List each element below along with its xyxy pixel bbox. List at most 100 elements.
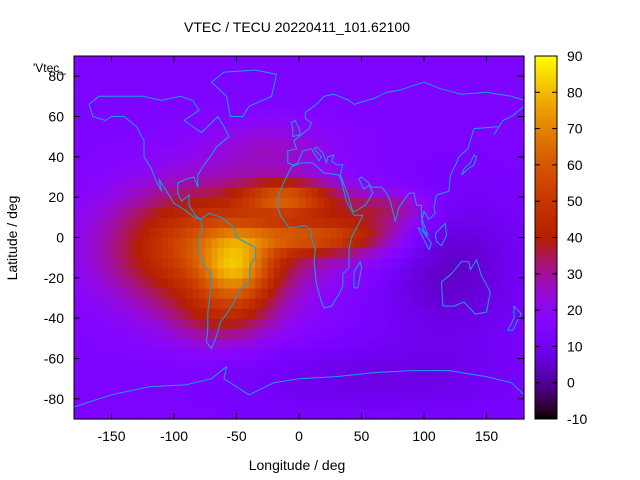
heatmap-cell <box>86 257 94 269</box>
heatmap-cell <box>367 207 375 218</box>
heatmap-cell <box>474 76 481 87</box>
heatmap-cell <box>517 136 525 148</box>
heatmap-cell <box>80 408 88 420</box>
heatmap-cell <box>499 156 506 168</box>
heatmap-cell <box>392 227 400 239</box>
heatmap-cell <box>186 348 194 360</box>
heatmap-cell <box>136 277 144 289</box>
heatmap-cell <box>442 277 450 289</box>
heatmap-cell <box>280 257 288 269</box>
heatmap-cell <box>286 217 294 229</box>
heatmap-cell <box>149 136 156 148</box>
heatmap-cell <box>411 368 419 380</box>
heatmap-cell <box>274 408 281 420</box>
heatmap-cell <box>149 348 156 360</box>
heatmap-cell <box>92 358 100 370</box>
heatmap-cell <box>386 408 394 420</box>
heatmap-cell <box>92 408 100 420</box>
heatmap-cell <box>86 348 94 360</box>
heatmap-cell <box>505 308 513 319</box>
heatmap-cell <box>399 257 406 269</box>
heatmap-cell <box>367 267 375 279</box>
x-tick-label: -50 <box>226 428 246 444</box>
heatmap-cell <box>430 116 438 128</box>
heatmap-cell <box>111 328 119 339</box>
heatmap-cell <box>305 96 313 108</box>
heatmap-cell <box>199 398 206 410</box>
heatmap-cell <box>480 156 488 168</box>
heatmap-cell <box>180 116 188 128</box>
heatmap-cell <box>342 338 350 350</box>
heatmap-cell <box>399 96 406 108</box>
heatmap-cell <box>124 267 131 279</box>
heatmap-cell <box>311 408 319 420</box>
heatmap-cell <box>311 257 319 269</box>
heatmap-cell <box>86 136 94 148</box>
heatmap-cell <box>280 348 288 360</box>
heatmap-cell <box>255 298 263 309</box>
heatmap-cell <box>186 76 194 87</box>
heatmap-cell <box>342 287 350 299</box>
heatmap-cell <box>167 267 175 279</box>
heatmap-cell <box>180 166 188 178</box>
heatmap-cell <box>292 348 300 360</box>
heatmap-cell <box>142 247 150 259</box>
heatmap-cell <box>449 136 456 148</box>
heatmap-cell <box>130 277 138 289</box>
heatmap-cell <box>374 328 381 339</box>
heatmap-cell <box>305 86 313 97</box>
heatmap-cell <box>230 76 238 87</box>
heatmap-cell <box>330 96 338 108</box>
heatmap-cell <box>242 398 250 410</box>
colorbar-tick-label: 50 <box>567 193 583 209</box>
heatmap-cell <box>499 328 506 339</box>
heatmap-cell <box>317 298 325 309</box>
heatmap-cell <box>74 126 81 138</box>
heatmap-cell <box>192 136 200 148</box>
heatmap-cell <box>130 126 138 138</box>
heatmap-cell <box>280 217 288 229</box>
heatmap-cell <box>424 207 431 218</box>
heatmap-cell <box>417 378 425 390</box>
heatmap-cell <box>461 318 469 329</box>
heatmap-cell <box>136 358 144 370</box>
heatmap-cell <box>305 237 313 249</box>
heatmap-cell <box>217 146 225 158</box>
heatmap-cell <box>161 408 169 420</box>
heatmap-cell <box>86 106 94 118</box>
heatmap-cell <box>374 146 381 158</box>
heatmap-cell <box>492 348 500 360</box>
heatmap-cell <box>105 267 113 279</box>
heatmap-cell <box>474 338 481 350</box>
heatmap-cell <box>436 56 444 67</box>
heatmap-cell <box>92 146 100 158</box>
heatmap-cell <box>255 106 263 118</box>
heatmap-cell <box>111 318 119 329</box>
heatmap-cell <box>461 146 469 158</box>
heatmap-cell <box>274 308 281 319</box>
heatmap-cell <box>117 197 125 208</box>
heatmap-cell <box>261 308 269 319</box>
heatmap-cell <box>280 86 288 97</box>
heatmap-cell <box>124 56 131 67</box>
heatmap-cell <box>336 257 344 269</box>
heatmap-cell <box>336 348 344 360</box>
heatmap-cell <box>436 277 444 289</box>
heatmap-cell <box>405 388 413 400</box>
heatmap-cell <box>461 277 469 289</box>
heatmap-cell <box>399 66 406 77</box>
heatmap-cell <box>149 56 156 67</box>
heatmap-cell <box>167 277 175 289</box>
heatmap-cell <box>86 388 94 400</box>
heatmap-cell <box>499 106 506 118</box>
heatmap-cell <box>280 368 288 380</box>
heatmap-cell <box>142 96 150 108</box>
heatmap-cell <box>111 227 119 239</box>
heatmap-cell <box>211 227 219 239</box>
heatmap-cell <box>467 66 475 77</box>
heatmap-cell <box>442 298 450 309</box>
heatmap-cell <box>324 187 331 198</box>
heatmap-cell <box>330 166 338 178</box>
heatmap-cell <box>230 187 238 198</box>
heatmap-cell <box>117 177 125 188</box>
